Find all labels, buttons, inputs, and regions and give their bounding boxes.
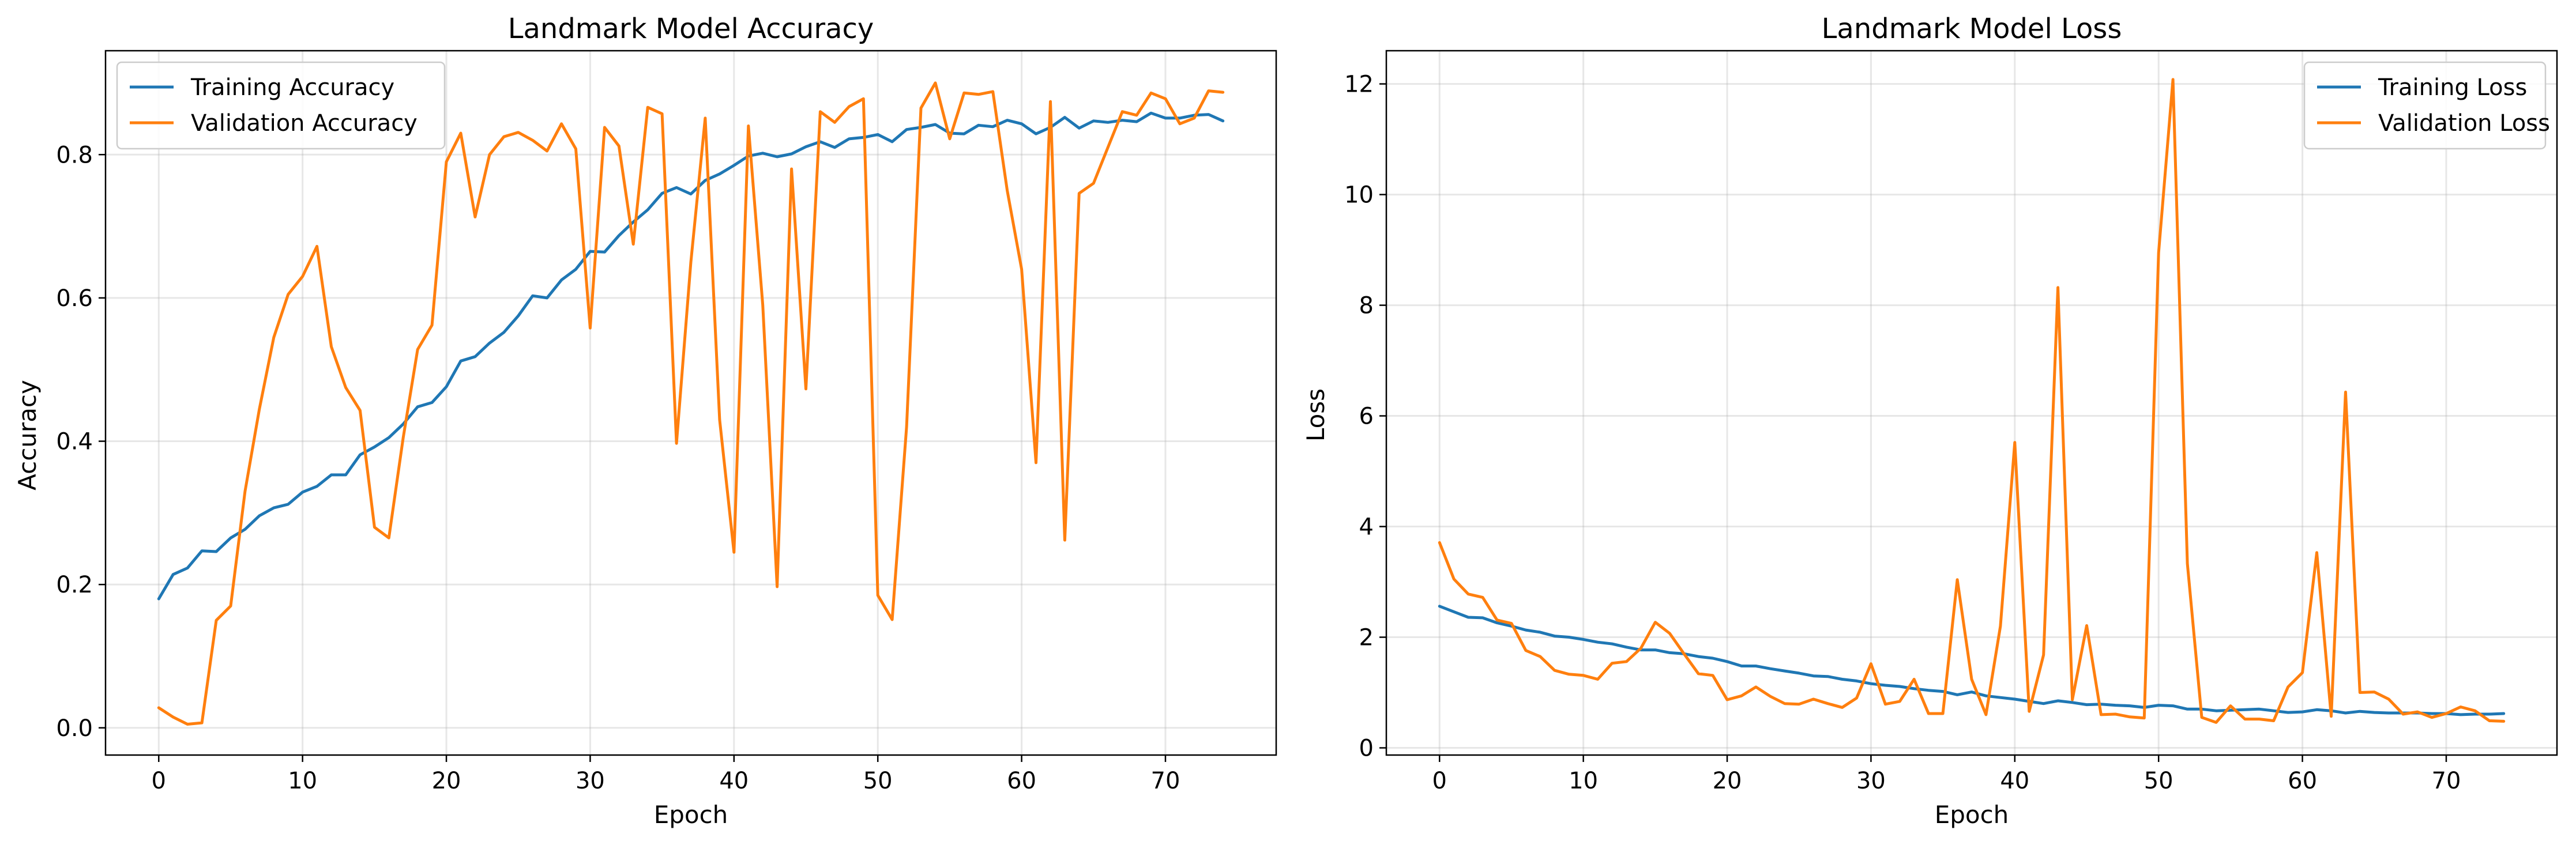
loss-legend-label-training: Training Loss bbox=[2378, 74, 2527, 101]
accuracy-grid bbox=[106, 51, 1276, 755]
accuracy-legend-label-training: Training Accuracy bbox=[190, 74, 394, 101]
loss-x-tick-label: 40 bbox=[2000, 768, 2029, 794]
loss-series-training-line bbox=[1438, 605, 2506, 716]
accuracy-x-tick-label: 40 bbox=[719, 768, 749, 794]
accuracy-series-training-line bbox=[157, 111, 1225, 601]
accuracy-x-tick-label: 70 bbox=[1151, 768, 1180, 794]
loss-legend: Training Loss Validation Loss bbox=[2303, 61, 2550, 150]
loss-legend-label-validation: Validation Loss bbox=[2378, 110, 2550, 137]
accuracy-y-tick-label: 0.4 bbox=[56, 429, 93, 455]
loss-x-tick-label: 30 bbox=[1856, 768, 1886, 794]
accuracy-x-tick-label: 10 bbox=[288, 768, 317, 794]
loss-x-tick-label: 0 bbox=[1432, 768, 1447, 794]
accuracy-series-validation-line bbox=[157, 81, 1225, 726]
loss-y-tick-label: 10 bbox=[1344, 182, 1374, 209]
loss-y-tick-label: 0 bbox=[1359, 735, 1374, 762]
loss-x-tick-label: 70 bbox=[2432, 768, 2461, 794]
loss-y-tick-label: 8 bbox=[1359, 293, 1374, 319]
loss-y-tick-label: 4 bbox=[1359, 514, 1374, 541]
accuracy-x-axis-label: Epoch bbox=[654, 801, 728, 829]
loss-grid bbox=[1386, 51, 2557, 755]
accuracy-chart-title: Landmark Model Accuracy bbox=[508, 13, 874, 45]
accuracy-legend: Training Accuracy Validation Accuracy bbox=[116, 61, 446, 150]
accuracy-legend-box bbox=[116, 61, 446, 150]
accuracy-y-tick-label: 0.0 bbox=[56, 715, 93, 742]
loss-series-validation-line bbox=[1438, 78, 2506, 724]
accuracy-y-axis-label: Accuracy bbox=[13, 380, 42, 490]
loss-x-axis-label: Epoch bbox=[1935, 801, 2009, 829]
loss-x-tick-label: 60 bbox=[2288, 768, 2317, 794]
loss-y-axis-label: Loss bbox=[1302, 388, 1330, 442]
accuracy-x-tick-label: 20 bbox=[432, 768, 461, 794]
loss-y-tick-label: 12 bbox=[1344, 71, 1374, 98]
accuracy-x-tick-label: 60 bbox=[1007, 768, 1036, 794]
accuracy-plot-frame bbox=[104, 50, 1277, 756]
loss-x-tick-label: 10 bbox=[1569, 768, 1598, 794]
accuracy-x-tick-label: 50 bbox=[863, 768, 893, 794]
accuracy-y-tick-label: 0.6 bbox=[56, 285, 93, 312]
loss-y-tick-label: 2 bbox=[1359, 625, 1374, 651]
loss-x-tick-label: 50 bbox=[2144, 768, 2173, 794]
loss-plot-frame bbox=[1385, 50, 2558, 756]
accuracy-legend-label-validation: Validation Accuracy bbox=[191, 110, 418, 137]
accuracy-y-tick-label: 0.2 bbox=[56, 572, 93, 598]
accuracy-y-tick-label: 0.8 bbox=[56, 142, 93, 168]
loss-legend-box bbox=[2303, 61, 2547, 150]
accuracy-chart: Landmark Model Accuracy Epoch Accuracy 0… bbox=[13, 13, 1277, 829]
loss-chart-title: Landmark Model Loss bbox=[1822, 13, 2122, 45]
loss-chart: Landmark Model Loss Epoch Loss 0 10 20 30 40… bbox=[1302, 13, 2558, 829]
loss-x-tick-label: 20 bbox=[1713, 768, 1742, 794]
accuracy-x-tick-label: 30 bbox=[576, 768, 605, 794]
accuracy-x-tick-label: 0 bbox=[152, 768, 166, 794]
loss-y-tick-label: 6 bbox=[1359, 403, 1374, 430]
